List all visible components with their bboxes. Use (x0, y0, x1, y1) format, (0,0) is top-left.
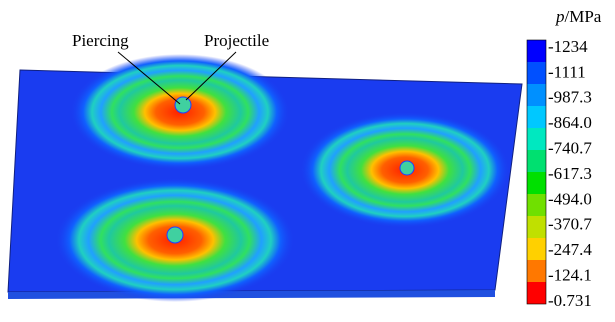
color-band (527, 128, 546, 150)
legend-title: p/MPa (555, 7, 602, 26)
legend-label: -1234 (548, 37, 588, 56)
legend-label: -1111 (548, 62, 586, 81)
legend-unit: /MPa (565, 7, 602, 26)
legend-label: -494.0 (548, 189, 592, 208)
color-band (527, 40, 546, 62)
legend-label: -247.4 (548, 240, 592, 259)
legend-label: -617.3 (548, 164, 592, 183)
plate (8, 54, 522, 302)
color-band (527, 106, 546, 128)
legend-label: -740.7 (548, 139, 592, 158)
color-band (527, 260, 546, 282)
color-band (527, 172, 546, 194)
color-band (527, 216, 546, 238)
page: Piercing Projectile p/MPa -1234 -1111 -987… (0, 0, 615, 322)
color-band (527, 150, 546, 172)
color-band (527, 238, 546, 260)
legend-label: -370.7 (548, 215, 592, 234)
color-band (527, 282, 546, 304)
color-band (527, 194, 546, 216)
legend-label: -864.0 (548, 113, 592, 132)
color-band (527, 62, 546, 84)
color-band (527, 84, 546, 106)
figure: Piercing Projectile p/MPa -1234 -1111 -987… (0, 0, 615, 322)
projectile-label: Projectile (204, 31, 269, 50)
piercing-label: Piercing (72, 31, 129, 50)
legend: p/MPa -1234 -1111 -987.3 -864.0 -740.7 -617.3… (527, 7, 602, 310)
legend-var: p (555, 7, 565, 26)
legend-label: -987.3 (548, 88, 592, 107)
legend-label: -124.1 (548, 266, 592, 285)
legend-label: -0.731 (548, 291, 592, 310)
